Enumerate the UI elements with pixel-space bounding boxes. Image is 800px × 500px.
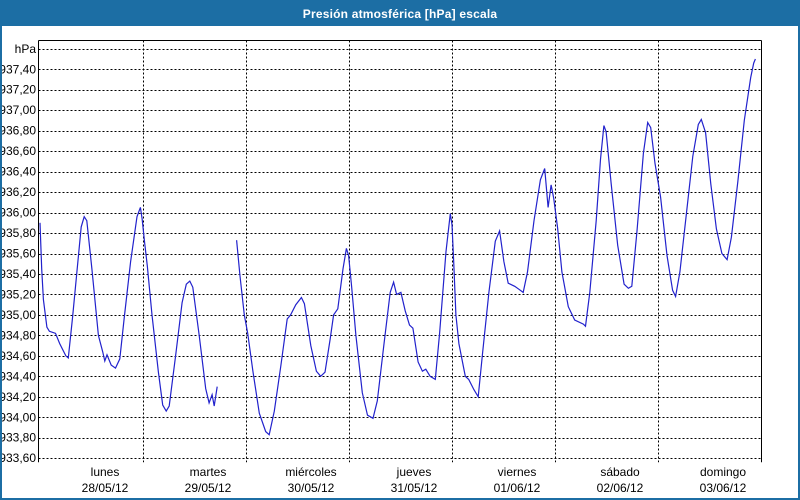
x-axis-labels: lunes 28/05/12 martes 29/05/12 miércoles 30/0… xyxy=(82,465,747,495)
y-tick-label: 935,00 xyxy=(2,308,36,322)
chart-area: hPa 937,40 937,20 937,00 936,80 936,60 936,40 9… xyxy=(2,26,798,498)
day-date-label: 31/05/12 xyxy=(391,481,438,495)
day-name-label: martes xyxy=(190,465,227,479)
y-tick-label: 935,60 xyxy=(2,247,36,261)
y-tick-label: 934,20 xyxy=(2,390,36,404)
y-tick-label: 933,60 xyxy=(2,451,36,465)
day-date-label: 28/05/12 xyxy=(82,481,129,495)
day-date-label: 29/05/12 xyxy=(185,481,232,495)
pressure-line xyxy=(236,58,756,436)
pressure-line xyxy=(39,207,218,413)
y-tick-label: 936,40 xyxy=(2,165,36,179)
y-tick-label: 936,20 xyxy=(2,185,36,199)
y-tick-label: 937,20 xyxy=(2,83,36,97)
y-tick-label: 936,60 xyxy=(2,144,36,158)
y-tick-label: 936,80 xyxy=(2,124,36,138)
y-tick-label: 935,20 xyxy=(2,287,36,301)
y-tick-label: 935,40 xyxy=(2,267,36,281)
y-tick-label: 934,80 xyxy=(2,328,36,342)
grid xyxy=(38,40,762,463)
y-tick-label: 935,80 xyxy=(2,226,36,240)
day-name-label: lunes xyxy=(91,465,120,479)
y-tick-label: 936,00 xyxy=(2,206,36,220)
y-axis-labels: hPa 937,40 937,20 937,00 936,80 936,60 936,40 9… xyxy=(2,42,36,465)
pressure-chart: hPa 937,40 937,20 937,00 936,80 936,60 936,40 9… xyxy=(2,40,762,495)
day-name-label: jueves xyxy=(396,465,432,479)
y-tick-label: 933,80 xyxy=(2,431,36,445)
pressure-series xyxy=(39,58,756,436)
day-date-label: 02/06/12 xyxy=(597,481,644,495)
day-name-label: domingo xyxy=(700,465,746,479)
day-name-label: miércoles xyxy=(285,465,336,479)
day-name-label: viernes xyxy=(498,465,537,479)
y-tick-label: 934,40 xyxy=(2,369,36,383)
y-tick-label: 937,00 xyxy=(2,103,36,117)
plot-border xyxy=(38,40,762,463)
y-tick-label: 937,40 xyxy=(2,62,36,76)
day-date-label: 03/06/12 xyxy=(700,481,747,495)
chart-title-bar: Presión atmosférica [hPa] escala xyxy=(2,2,798,26)
chart-title: Presión atmosférica [hPa] escala xyxy=(302,7,498,21)
day-name-label: sábado xyxy=(600,465,640,479)
day-date-label: 01/06/12 xyxy=(494,481,541,495)
day-date-label: 30/05/12 xyxy=(288,481,335,495)
y-axis-unit-label: hPa xyxy=(15,42,37,56)
y-tick-label: 934,60 xyxy=(2,349,36,363)
y-tick-label: 934,00 xyxy=(2,410,36,424)
